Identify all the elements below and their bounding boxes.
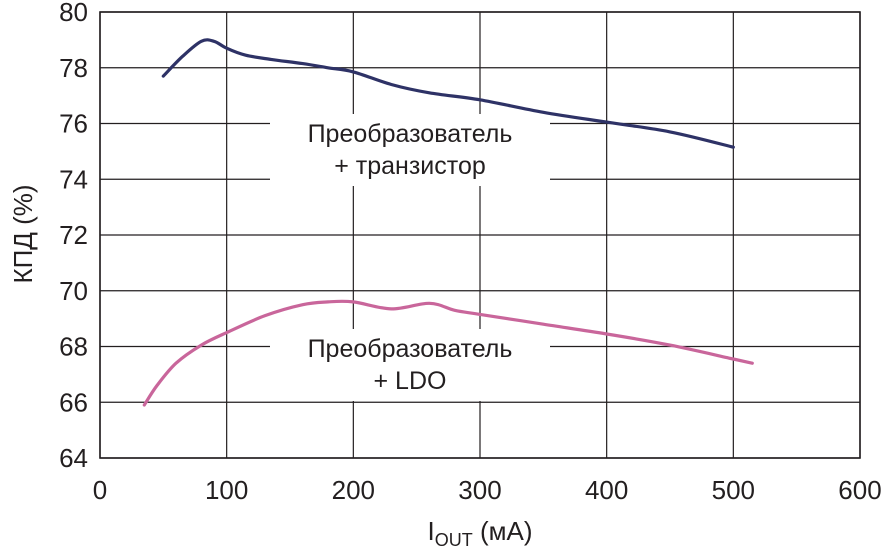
y-axis-label: КПД (%) [8,184,38,283]
x-tick-label: 400 [585,475,628,505]
y-tick-label: 78 [59,53,88,83]
y-tick-label: 64 [59,443,88,473]
y-tick-label: 76 [59,109,88,139]
annotation-background [270,329,550,401]
series-annotation-2: + LDO [374,367,447,395]
x-tick-labels: 0 100 200 300 400 500 600 [93,475,882,505]
x-tick-label: 300 [458,475,501,505]
annotation-background [270,114,550,186]
annotation-boxes: Преобразователь + транзистор Преобразовате… [270,114,550,401]
series-annotation-1: Преобразователь [308,120,513,148]
plot-frame [99,11,861,459]
y-tick-labels: 64 66 68 70 72 74 76 78 80 [59,0,88,473]
series-line-2 [142,299,754,407]
x-tick-label: 100 [205,475,248,505]
y-tick-label: 80 [59,0,88,27]
x-axis-label-unit: (мА) [473,516,533,546]
y-tick-label: 66 [59,387,88,417]
series-line-1 [161,38,735,149]
x-axis-label-main: I [428,516,435,546]
y-tick-label: 68 [59,332,88,362]
x-tick-label: 0 [93,475,107,505]
series-annotation-1: + транзистор [334,152,486,180]
x-tick-label: 500 [712,475,755,505]
series-annotation-2: Преобразователь [308,335,513,363]
x-tick-label: 200 [332,475,375,505]
y-tick-label: 72 [59,220,88,250]
x-tick-label: 600 [838,475,881,505]
x-axis-label-subscript: OUT [435,530,473,550]
y-tick-label: 74 [59,164,88,194]
y-tick-label: 70 [59,276,88,306]
series-lines [142,38,754,407]
x-axis-label: IOUT (мА) [428,516,533,550]
